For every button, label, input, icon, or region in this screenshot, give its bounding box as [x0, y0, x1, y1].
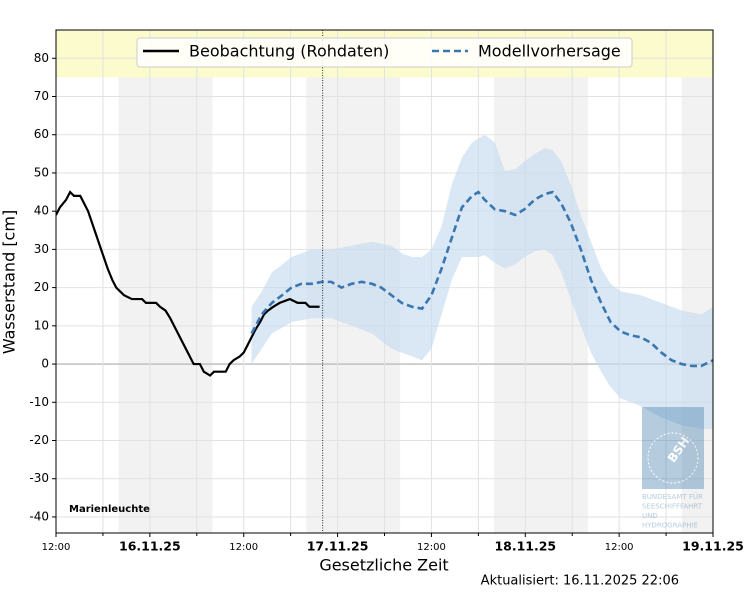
station-label: Marienleuchte [69, 504, 150, 515]
y-tick-label: 30 [34, 242, 49, 256]
logo-text: UND [642, 512, 658, 520]
plot-area [56, 30, 713, 533]
series-line [250, 190, 713, 368]
logo-text: SEESCHIFFFAHRT [642, 503, 703, 511]
y-axis-label: Wasserstand [cm] [0, 210, 19, 354]
y-tick-label: -10 [29, 395, 49, 409]
y-tick-label: 60 [34, 127, 49, 141]
y-tick-label: 40 [34, 204, 49, 218]
plot-frame [55, 29, 714, 534]
y-tick-label: -20 [29, 433, 49, 447]
series-line [56, 190, 320, 377]
logo-text: BUNDESAMT FÜR [642, 492, 703, 501]
x-tick-label: 12:00 [42, 542, 71, 553]
logo-ring [647, 432, 699, 484]
x-tick-label: 16.11.25 [119, 539, 181, 554]
night-band [118, 30, 213, 533]
legend-label: Beobachtung (Rohdaten) [189, 42, 389, 61]
x-axis-label: Gesetzliche Zeit [319, 556, 448, 575]
x-tick-label: 12:00 [417, 542, 446, 553]
y-tick-label: -30 [29, 471, 49, 485]
y-tick-label: -40 [29, 509, 49, 523]
x-tick-label: 19.11.25 [682, 539, 744, 554]
legend-label: Modellvorhersage [478, 42, 621, 61]
logo-box [642, 407, 704, 489]
y-tick-label: 80 [34, 51, 49, 65]
y-tick-label: 70 [34, 89, 49, 103]
update-note: Aktualisiert: 16.11.2025 22:06 [481, 574, 679, 589]
y-tick-label: 0 [41, 357, 49, 371]
y-tick-label: 50 [34, 165, 49, 179]
x-tick-label: 12:00 [605, 542, 634, 553]
x-tick-label: 12:00 [229, 542, 258, 553]
y-tick-label: 20 [34, 280, 49, 294]
logo-text: HYDROGRAPHIE [642, 522, 698, 530]
night-band [681, 30, 713, 533]
x-tick-label: 17.11.25 [307, 539, 369, 554]
legend-box [136, 37, 633, 68]
forecast-band [251, 134, 713, 430]
x-tick-label: 18.11.25 [494, 539, 556, 554]
y-tick-label: 10 [34, 318, 49, 332]
